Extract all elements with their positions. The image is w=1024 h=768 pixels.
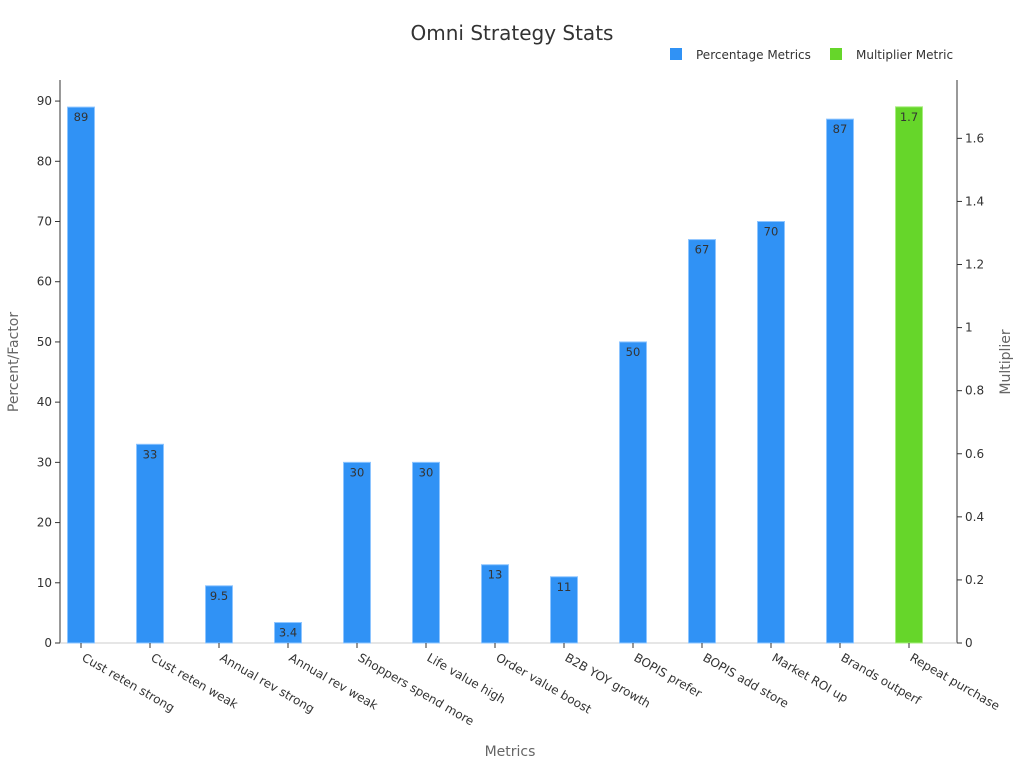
x-tick-label: Shoppers spend more <box>356 650 477 728</box>
bar-data-label: 50 <box>626 345 641 359</box>
bar-data-label: 9.5 <box>210 589 228 603</box>
y2-tick-label: 1 <box>965 321 973 335</box>
bar-data-label: 87 <box>833 122 848 136</box>
y-axis-right-title: Multiplier <box>998 329 1014 395</box>
bar-labels: 89 33 9.5 3.4 30 30 13 11 50 67 70 87 1.7 <box>74 110 918 640</box>
bar-data-label: 13 <box>488 568 503 582</box>
bar-data-label: 1.7 <box>900 110 918 124</box>
y-tick-label: 0 <box>44 636 52 650</box>
bar-percentage <box>619 341 647 644</box>
bar-percentage <box>688 239 716 644</box>
bar-multiplier <box>895 106 923 644</box>
x-axis-title: Metrics <box>485 744 536 760</box>
bar-data-label: 67 <box>695 243 710 257</box>
y2-tick-label: 0.8 <box>965 384 984 398</box>
y2-tick-label: 0.4 <box>965 510 984 524</box>
y-tick-label: 90 <box>37 94 52 108</box>
y2-tick-label: 1.6 <box>965 131 984 145</box>
legend-label-percentage: Percentage Metrics <box>696 48 811 62</box>
y-tick-label: 50 <box>37 335 52 349</box>
bar-percentage <box>343 461 371 644</box>
y-axis-left-ticks: 0 10 20 30 40 50 60 70 80 90 <box>37 94 60 650</box>
bar-data-label: 33 <box>143 447 158 461</box>
bar-percentage <box>757 221 785 644</box>
y-axis-right-ticks: 0 0.2 0.4 0.6 0.8 1 1.2 1.4 1.6 <box>957 131 984 650</box>
bar-data-label: 30 <box>350 465 365 479</box>
bar-data-label: 3.4 <box>279 626 297 640</box>
legend-swatch-percentage <box>670 48 682 60</box>
bar-data-label: 89 <box>74 110 89 124</box>
y2-tick-label: 0.6 <box>965 447 984 461</box>
y-tick-label: 10 <box>37 576 52 590</box>
bar-percentage <box>826 118 854 644</box>
y-tick-label: 60 <box>37 275 52 289</box>
bar-data-label: 30 <box>419 465 434 479</box>
y2-tick-label: 0.2 <box>965 573 984 587</box>
bar-data-label: 11 <box>557 580 572 594</box>
y-tick-label: 30 <box>37 455 52 469</box>
legend-swatch-multiplier <box>830 48 842 60</box>
y2-tick-label: 1.2 <box>965 258 984 272</box>
y2-tick-label: 1.4 <box>965 194 984 208</box>
y-axis-left-title: Percent/Factor <box>6 312 22 412</box>
y-tick-label: 40 <box>37 395 52 409</box>
bar-percentage <box>136 443 164 644</box>
bars <box>67 106 923 644</box>
bar-percentage <box>412 461 440 644</box>
chart-title: Omni Strategy Stats <box>411 21 614 45</box>
y-tick-label: 70 <box>37 215 52 229</box>
legend-label-multiplier: Multiplier Metric <box>856 48 953 62</box>
y-tick-label: 20 <box>37 516 52 530</box>
x-tick-label: Repeat purchase <box>908 650 1003 713</box>
legend: Percentage Metrics Multiplier Metric <box>670 48 953 62</box>
y2-tick-label: 0 <box>965 636 973 650</box>
y-tick-label: 80 <box>37 154 52 168</box>
bar-percentage <box>67 106 95 644</box>
bar-data-label: 70 <box>764 225 779 239</box>
